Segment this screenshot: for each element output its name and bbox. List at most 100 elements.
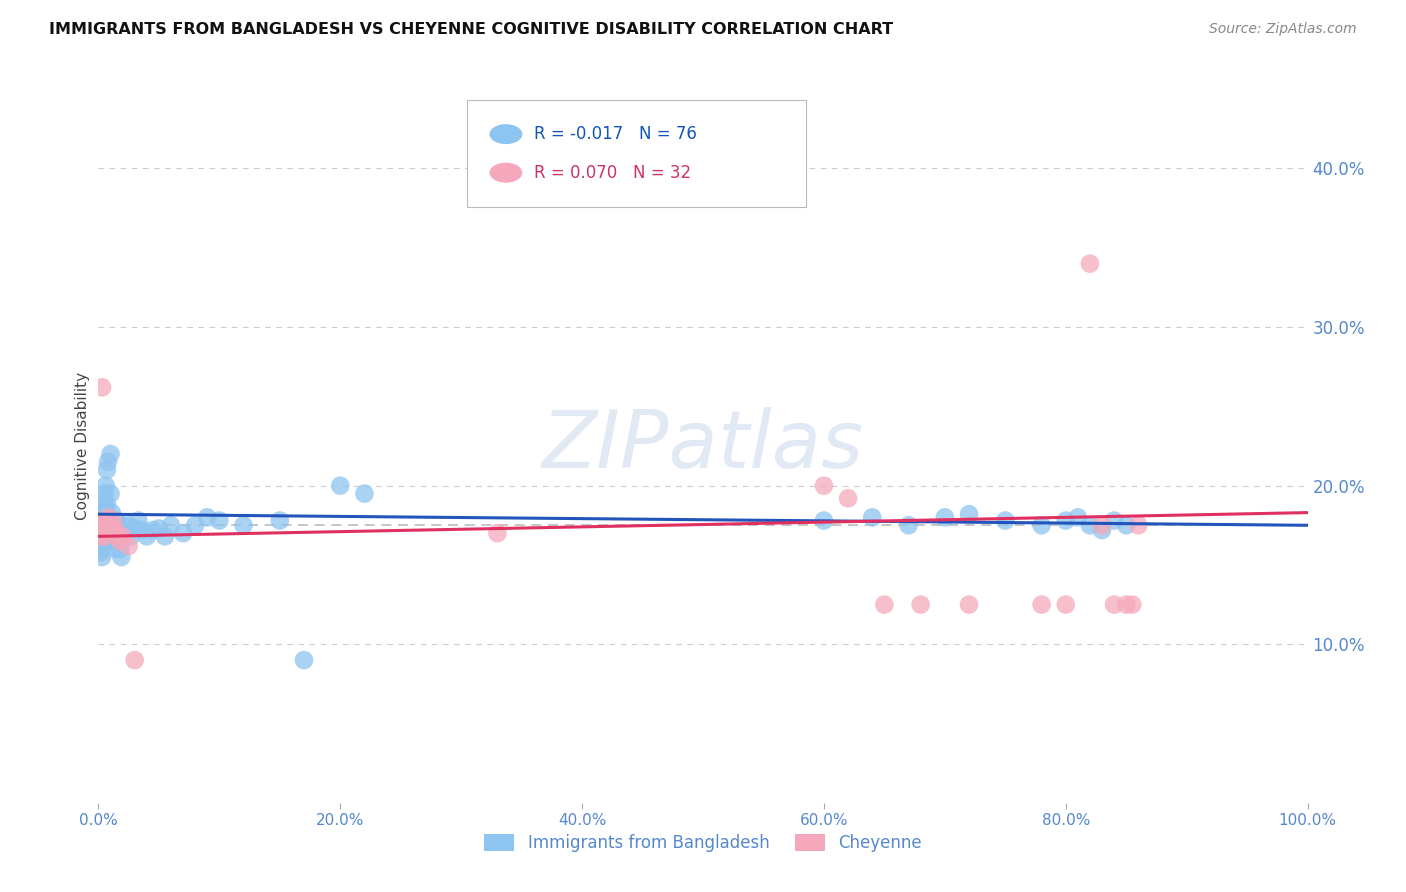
Point	[91, 542, 114, 557]
Point	[94, 514, 117, 528]
Point	[101, 518, 124, 533]
Point	[1067, 510, 1090, 524]
Text: R = -0.017   N = 76: R = -0.017 N = 76	[534, 125, 696, 143]
Point	[135, 529, 157, 543]
Point	[108, 542, 131, 557]
Point	[89, 510, 111, 524]
Text: IMMIGRANTS FROM BANGLADESH VS CHEYENNE COGNITIVE DISABILITY CORRELATION CHART: IMMIGRANTS FROM BANGLADESH VS CHEYENNE C…	[49, 22, 893, 37]
Point	[860, 510, 883, 524]
Point	[91, 526, 114, 541]
Point	[105, 514, 128, 528]
Point	[103, 529, 125, 543]
Point	[1031, 518, 1053, 533]
Point	[111, 529, 134, 543]
Point	[232, 518, 254, 533]
Point	[91, 534, 114, 549]
Point	[104, 523, 127, 537]
Circle shape	[491, 163, 522, 182]
Point	[897, 518, 920, 533]
Point	[172, 526, 194, 541]
Point	[120, 529, 142, 543]
Point	[94, 478, 117, 492]
Point	[1128, 518, 1150, 533]
Point	[90, 539, 112, 553]
Text: ZIPatlas: ZIPatlas	[541, 407, 865, 485]
Point	[100, 447, 122, 461]
Point	[910, 598, 932, 612]
Point	[1078, 518, 1101, 533]
Point	[91, 518, 114, 533]
Point	[90, 523, 112, 537]
Point	[94, 529, 117, 543]
Point	[153, 529, 176, 543]
Point	[1091, 523, 1114, 537]
Point	[837, 491, 859, 506]
Point	[184, 518, 207, 533]
Point	[957, 598, 980, 612]
Point	[1054, 514, 1077, 528]
Point	[118, 518, 141, 533]
Point	[89, 534, 111, 549]
Point	[97, 510, 120, 524]
Point	[131, 523, 153, 537]
Point	[93, 486, 115, 500]
Point	[107, 529, 129, 543]
Point	[1102, 598, 1125, 612]
Point	[90, 507, 112, 521]
Point	[91, 518, 114, 533]
Point	[93, 529, 115, 543]
Point	[93, 523, 115, 537]
Point	[1091, 518, 1114, 533]
Point	[994, 514, 1017, 528]
Point	[1115, 518, 1137, 533]
Point	[142, 523, 165, 537]
Point	[813, 478, 835, 492]
Point	[93, 506, 115, 520]
Point	[112, 529, 135, 543]
Point	[90, 529, 112, 543]
Point	[486, 526, 509, 541]
Point	[90, 514, 112, 528]
Point	[114, 526, 136, 541]
Point	[160, 518, 183, 533]
Point	[101, 514, 124, 528]
Point	[96, 463, 118, 477]
Text: Source: ZipAtlas.com: Source: ZipAtlas.com	[1209, 22, 1357, 37]
Point	[96, 523, 118, 537]
Point	[100, 518, 122, 533]
Point	[89, 518, 111, 533]
Point	[90, 545, 112, 559]
Point	[1115, 598, 1137, 612]
Point	[148, 521, 170, 535]
Point	[93, 518, 115, 533]
Point	[89, 518, 111, 533]
Point	[100, 506, 122, 520]
Point	[91, 494, 114, 508]
Text: R = 0.070   N = 32: R = 0.070 N = 32	[534, 164, 690, 182]
Point	[96, 498, 118, 512]
Point	[195, 510, 218, 524]
Point	[91, 380, 114, 394]
Point	[94, 502, 117, 516]
Point	[97, 514, 120, 528]
Y-axis label: Cognitive Disability: Cognitive Disability	[75, 372, 90, 520]
Point	[353, 486, 375, 500]
Point	[1031, 598, 1053, 612]
Circle shape	[491, 125, 522, 144]
Point	[104, 542, 127, 557]
Point	[1121, 598, 1143, 612]
Point	[208, 514, 231, 528]
Point	[1078, 257, 1101, 271]
Point	[1102, 514, 1125, 528]
Point	[813, 514, 835, 528]
Point	[98, 529, 121, 543]
Point	[91, 537, 114, 551]
Point	[118, 539, 141, 553]
Point	[91, 514, 114, 528]
Point	[100, 486, 122, 500]
Point	[111, 518, 134, 533]
Point	[124, 521, 146, 535]
Point	[89, 526, 111, 541]
Point	[269, 514, 291, 528]
Point	[934, 510, 956, 524]
